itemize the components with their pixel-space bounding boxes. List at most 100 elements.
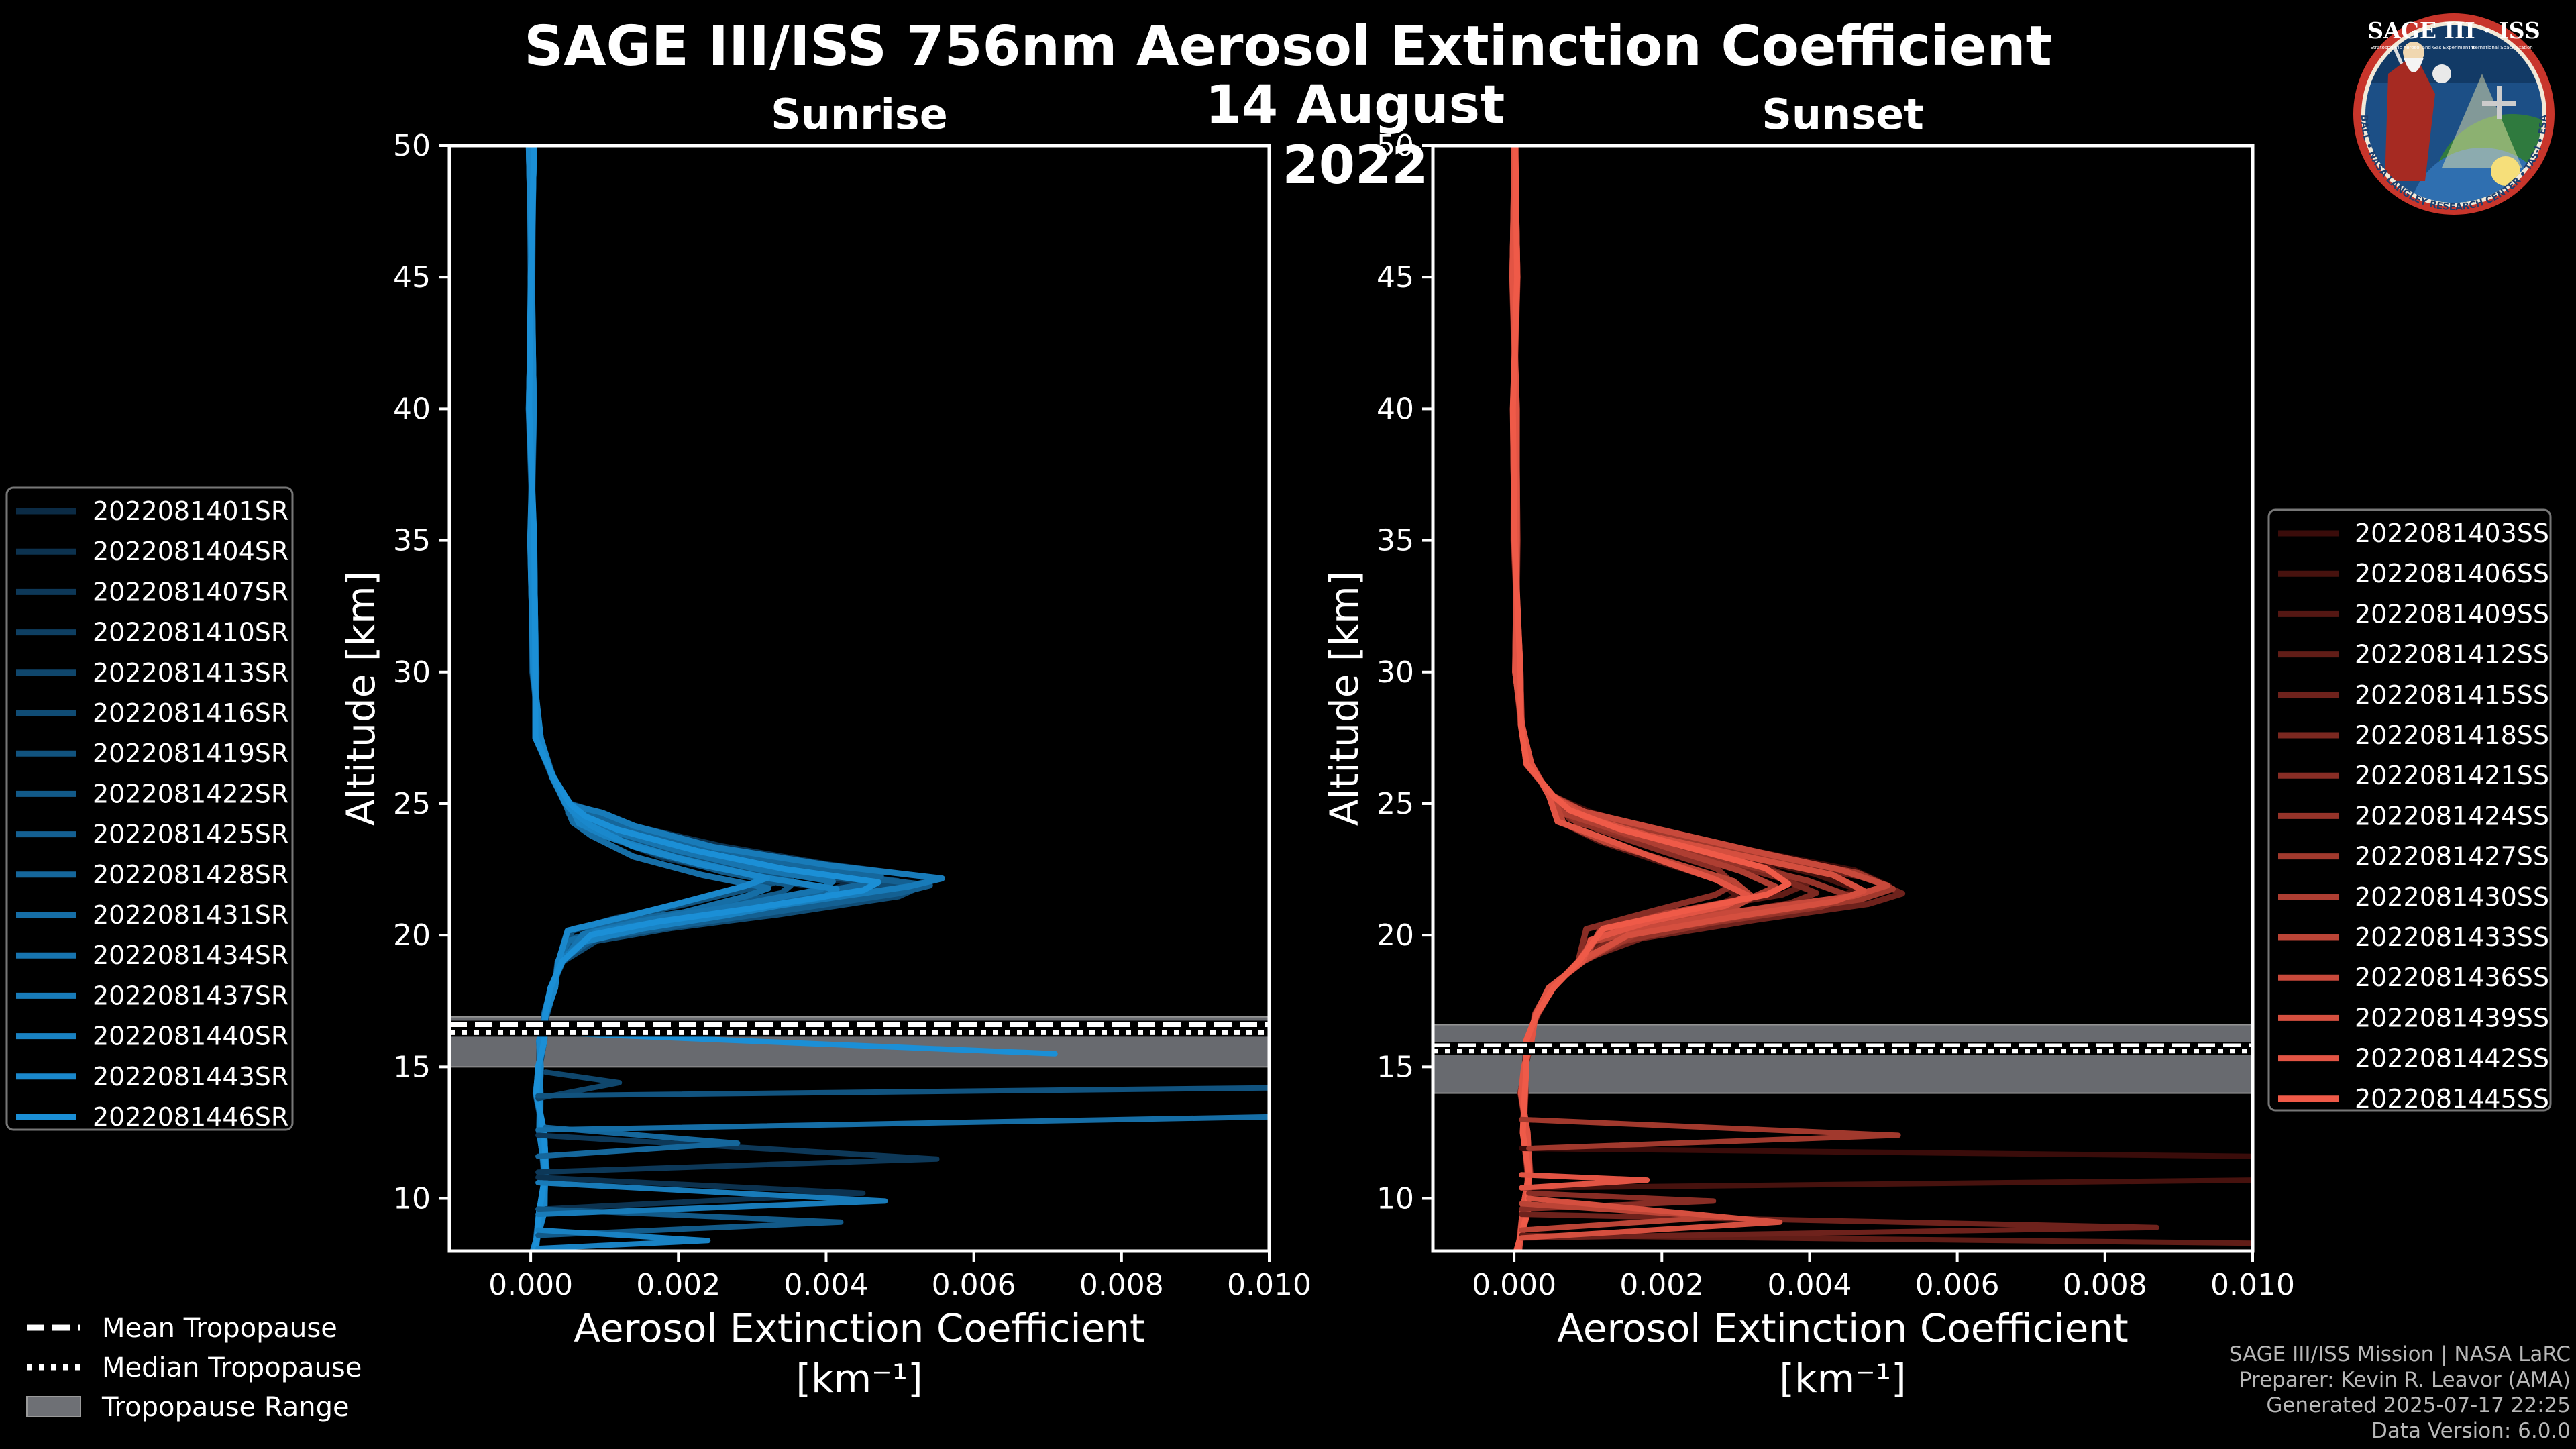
credit-generated: Generated 2025-07-17 22:25	[2266, 1393, 2571, 1417]
sunrise-legend-label: 2022081407SR	[93, 577, 288, 606]
sunrise-legend-label: 2022081413SR	[93, 658, 288, 688]
sunset-y-tick-label: 20	[1377, 918, 1414, 953]
sunrise-profile-spike-2022081422SR	[535, 1206, 844, 1238]
mean-tropopause-label: Mean Tropopause	[102, 1313, 337, 1344]
sunrise-x-tick-label: 0.008	[1079, 1268, 1164, 1302]
sunrise-y-axis-label: Altitude [km]	[338, 571, 384, 826]
sunset-legend-label: 2022081433SS	[2355, 922, 2549, 952]
sunrise-legend-label: 2022081410SR	[93, 618, 288, 647]
sunrise-profile-spike-2022081419SR	[535, 1085, 1269, 1099]
sunset-panel: Sunset 0.000 0.002 0.004 0.006 0.008 0.010 10…	[1322, 90, 2295, 1401]
sunrise-legend-label: 2022081437SR	[93, 981, 288, 1010]
credits: SAGE III/ISS Mission | NASA LaRC Prepare…	[2229, 1342, 2571, 1444]
sunrise-legend-label: 2022081434SR	[93, 941, 288, 970]
sunset-profile-spike-2022081442SS	[1519, 1172, 1650, 1191]
sunset-y-tick-label: 45	[1377, 260, 1414, 294]
tropopause-range-swatch	[26, 1396, 81, 1417]
sunrise-y-tick-label: 25	[393, 787, 431, 821]
sunrise-x-axis-unit: [km⁻¹]	[796, 1356, 922, 1401]
sunrise-x-tick-label: 0.000	[488, 1268, 573, 1302]
sunrise-profile-spike-2022081407SR	[535, 1132, 940, 1175]
tropopause-range-label: Tropopause Range	[101, 1392, 350, 1423]
sunset-y-tick-label: 30	[1377, 655, 1414, 690]
sunset-legend-label: 2022081406SS	[2355, 559, 2549, 588]
sunset-x-axis-label: Aerosol Extinction Coefficient	[1557, 1305, 2129, 1351]
credit-data-version: Data Version: 6.0.0	[2371, 1419, 2571, 1443]
sunset-legend-label: 2022081421SS	[2355, 761, 2549, 790]
sunset-legend-label: 2022081412SS	[2355, 640, 2549, 669]
sunset-x-tick-label: 0.004	[1767, 1268, 1851, 1302]
chart-title: SAGE III/ISS 756nm Aerosol Extinction Co…	[524, 15, 2052, 78]
sunset-x-tick-label: 0.006	[1915, 1268, 2000, 1302]
sunset-x-tick-label: 0.010	[2210, 1268, 2295, 1302]
sunset-y-tick-label: 50	[1377, 129, 1414, 163]
sunset-y-tick-label: 40	[1377, 392, 1414, 426]
sunset-tropopause-range	[1433, 1024, 2253, 1094]
sunset-profile-spike-2022081427SS	[1519, 1116, 1901, 1151]
sunrise-x-axis-label: Aerosol Extinction Coefficient	[574, 1305, 1145, 1351]
sunset-legend-label: 2022081439SS	[2355, 1003, 2549, 1032]
sunset-legend-label: 2022081424SS	[2355, 801, 2549, 830]
sage-iii-iss-badge: SAGE III · ISS Stratospheric Aerosol and…	[2353, 13, 2555, 215]
sunset-x-tick-label: 0.002	[1619, 1268, 1704, 1302]
sunrise-profile-spike-2022081428SR	[535, 1124, 741, 1159]
sunset-legend-label: 2022081430SS	[2355, 882, 2549, 912]
sunset-legend-label: 2022081427SS	[2355, 842, 2549, 871]
credit-preparer: Preparer: Kevin R. Leavor (AMA)	[2239, 1368, 2571, 1392]
sunset-legend-label: 2022081418SS	[2355, 720, 2549, 750]
sunrise-legend-label: 2022081431SR	[93, 900, 288, 930]
sunrise-legend-label: 2022081428SR	[93, 860, 288, 890]
sunrise-legend-label: 2022081443SR	[93, 1062, 288, 1091]
sunset-legend-label: 2022081409SS	[2355, 599, 2549, 629]
sunrise-panel: Sunrise 0.000 0.002 0.004 0.006 0.008 0.010 1…	[338, 90, 1311, 1401]
sunrise-profile-spike-2022081440SR	[535, 1227, 711, 1251]
sunrise-profile-spike-2022081431SR	[535, 1114, 1269, 1133]
sunrise-y-tick-label: 50	[393, 129, 431, 163]
sunrise-x-tick-label: 0.004	[784, 1268, 868, 1302]
sunrise-legend-label: 2022081404SR	[93, 537, 288, 566]
sunset-profile-spike-2022081439SS	[1519, 1195, 1783, 1241]
chart-date: 14 August 2022	[1205, 75, 1505, 196]
sunrise-y-tick-label: 40	[393, 392, 431, 426]
sunrise-legend-label: 2022081416SR	[93, 698, 288, 728]
sunrise-legend: 2022081401SR 2022081404SR 2022081407SR 2022…	[5, 486, 294, 1132]
sunset-y-tick-label: 10	[1377, 1182, 1414, 1216]
sunset-x-tick-label: 0.008	[2063, 1268, 2147, 1302]
credit-mission: SAGE III/ISS Mission | NASA LaRC	[2229, 1342, 2571, 1366]
sunset-profile-2022081445SS	[1509, 146, 1792, 1251]
sunset-legend-label: 2022081436SS	[2355, 963, 2549, 992]
sunset-legend-label: 2022081442SS	[2355, 1044, 2549, 1073]
sunset-legend-label: 2022081445SS	[2355, 1084, 2549, 1114]
sunset-y-axis-label: Altitude [km]	[1322, 571, 1367, 826]
sunrise-panel-title: Sunrise	[771, 90, 948, 139]
sunrise-y-tick-label: 35	[393, 524, 431, 558]
sunset-plot-frame	[1431, 144, 2255, 1253]
badge-subtitle-left: Stratospheric Aerosol and Gas Experiment…	[2370, 45, 2475, 50]
sunrise-y-tick-label: 20	[393, 918, 431, 953]
sunrise-legend-label: 2022081401SR	[93, 496, 288, 526]
sunrise-legend-label: 2022081425SR	[93, 820, 288, 849]
sunrise-legend-label: 2022081440SR	[93, 1022, 288, 1051]
sunset-y-tick-label: 35	[1377, 524, 1414, 558]
sunset-y-tick-label: 25	[1377, 787, 1414, 821]
sunset-legend: 2022081403SS 2022081406SS 2022081409SS 2022…	[2267, 508, 2552, 1114]
badge-subtitle-right: International Space Station	[2469, 45, 2532, 50]
sunset-panel-title: Sunset	[1762, 90, 1924, 139]
sunrise-legend-label: 2022081446SR	[93, 1102, 288, 1132]
sunrise-y-tick-label: 30	[393, 655, 431, 690]
sunrise-y-tick-label: 10	[393, 1182, 431, 1216]
sunrise-legend-label: 2022081419SR	[93, 739, 288, 768]
sunrise-profile-spike-2022081437SR	[535, 1180, 888, 1218]
sunrise-y-tick-label: 45	[393, 260, 431, 294]
median-tropopause-label: Median Tropopause	[102, 1352, 362, 1383]
sunrise-x-tick-label: 0.010	[1227, 1268, 1311, 1302]
sunrise-legend-label: 2022081422SR	[93, 779, 288, 808]
badge-title: SAGE III · ISS	[2367, 17, 2540, 44]
sunset-y-tick-label: 15	[1377, 1050, 1414, 1084]
sunset-legend-label: 2022081415SS	[2355, 680, 2549, 710]
sunset-profile-spike-2022081406SS	[1519, 1177, 2253, 1191]
sunrise-profile-spike-2022081404SR	[535, 1175, 866, 1212]
sunset-x-tick-label: 0.000	[1472, 1268, 1556, 1302]
sunrise-x-tick-label: 0.002	[636, 1268, 720, 1302]
